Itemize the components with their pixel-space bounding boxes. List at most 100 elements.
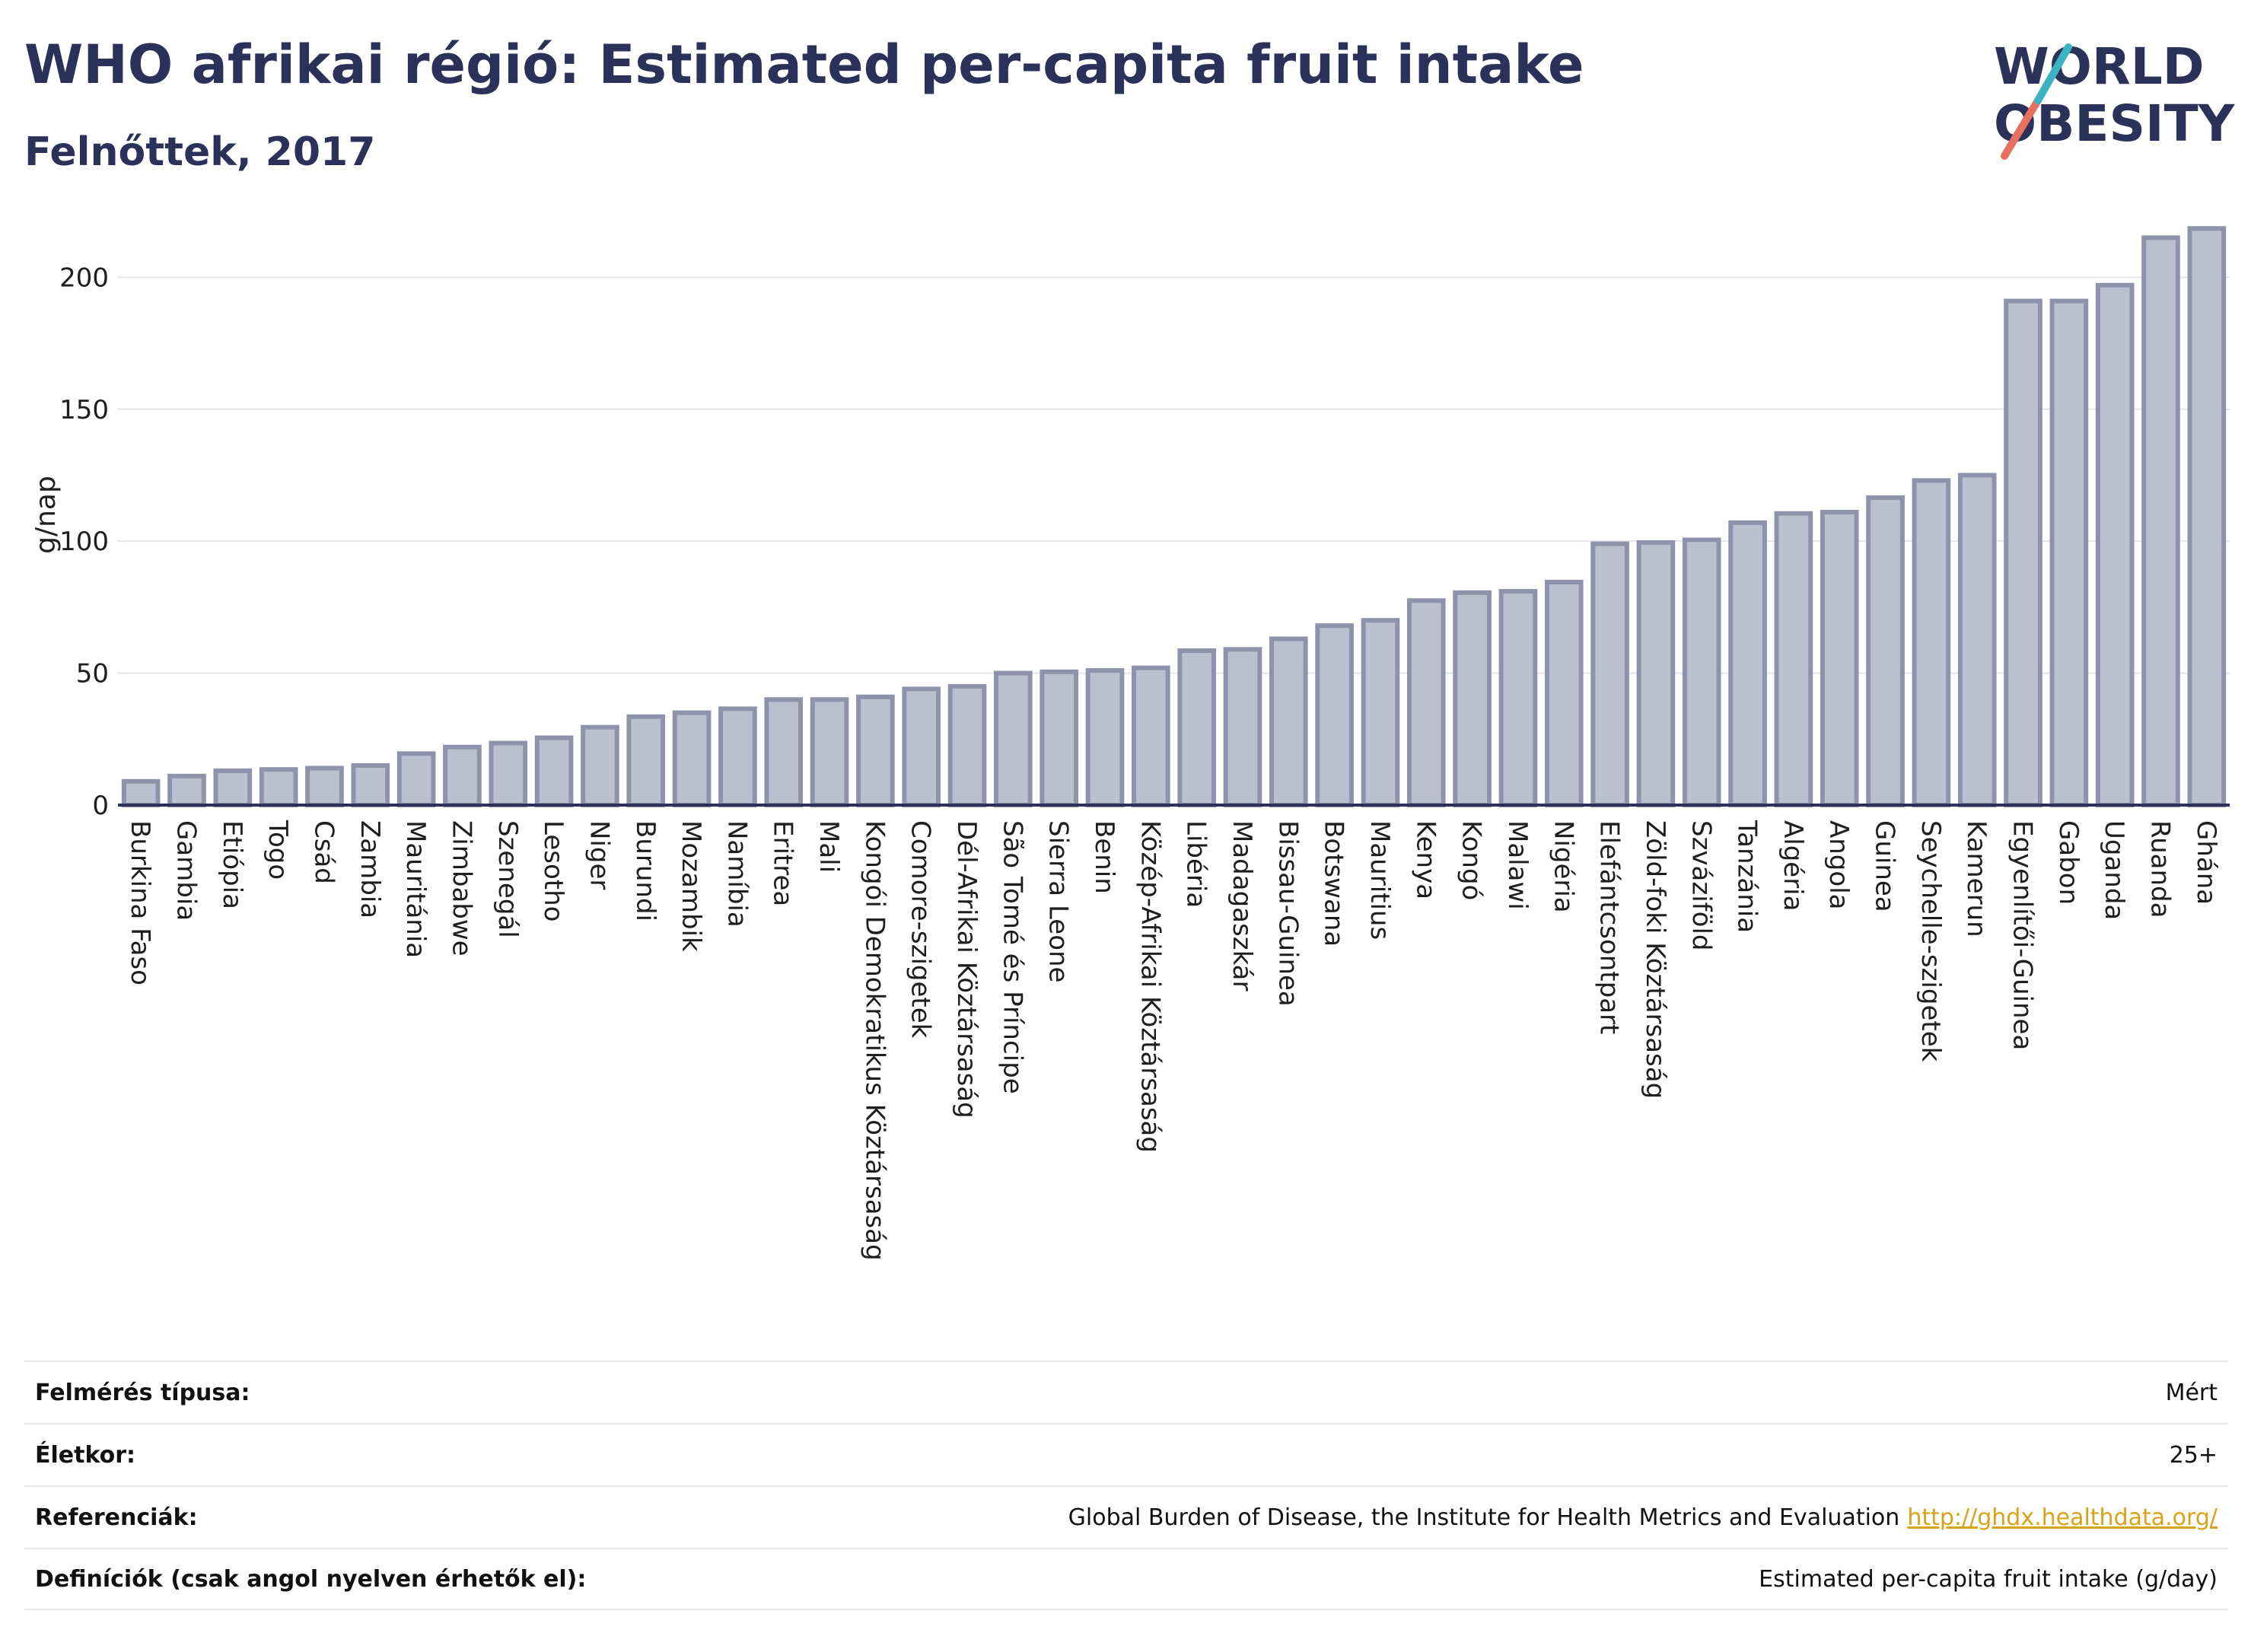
- meta-value: Global Burden of Disease, the Institute …: [1068, 1504, 2218, 1531]
- bar: [305, 766, 344, 807]
- bar: [1820, 510, 1859, 807]
- bar: [121, 778, 161, 808]
- x-tick-label: Angola: [1823, 820, 1854, 909]
- x-tick-label: Bissau-Guinea: [1272, 820, 1303, 1007]
- meta-label: Felmérés típusa:: [35, 1379, 250, 1406]
- bar: [443, 744, 482, 808]
- x-tick-label: Dél-Afrikai Köztársaság: [951, 820, 982, 1119]
- x-tick-label: Libéria: [1181, 820, 1211, 908]
- y-axis-ticks: 0 50 100 150 200: [59, 263, 109, 821]
- bar: [2049, 298, 2089, 807]
- bar: [1544, 579, 1584, 808]
- bar: [1040, 669, 1079, 807]
- y-axis-label: g/nap: [30, 476, 62, 554]
- x-tick-label: Seychelle-szigetek: [1915, 820, 1946, 1062]
- bar-chart: 0 50 100 150 200 g/nap Burkina Faso Gambia Eti…: [30, 226, 2230, 1261]
- bar: [856, 694, 895, 808]
- bar: [1774, 511, 1813, 807]
- bar: [1315, 623, 1354, 807]
- bar: [947, 683, 987, 807]
- reference-link[interactable]: http://ghdx.healthdata.org/: [1907, 1504, 2218, 1531]
- x-tick-label: Kongó: [1457, 820, 1487, 900]
- x-tick-label: Egyenlítői-Guinea: [2007, 820, 2038, 1050]
- x-tick-label: Algéria: [1778, 820, 1808, 911]
- x-tick-label: Burkina Faso: [125, 820, 155, 985]
- bar: [1361, 618, 1400, 808]
- bar: [1498, 589, 1538, 807]
- x-tick-label: Etiópia: [217, 820, 247, 909]
- bar: [1223, 647, 1262, 807]
- y-tick-label: 200: [59, 263, 109, 293]
- y-tick-label: 150: [59, 395, 109, 425]
- bar: [351, 762, 390, 808]
- bar: [1590, 541, 1629, 807]
- bar: [902, 686, 941, 808]
- bar: [259, 767, 298, 808]
- x-tick-label: Malawi: [1502, 820, 1533, 910]
- x-tick-label: Kenya: [1410, 820, 1441, 899]
- x-tick-label: Elefántcsontpart: [1594, 820, 1625, 1034]
- metadata-table: Felmérés típusa: Mért Életkor: 25+ Refer…: [24, 1361, 2228, 1610]
- logo-coral-slash: [2001, 97, 2042, 160]
- x-tick-label: Ghána: [2191, 820, 2221, 905]
- bar: [994, 670, 1033, 807]
- chart-title: WHO afrikai régió: Estimated per-capita …: [24, 33, 1584, 96]
- x-tick-label: Uganda: [2099, 820, 2129, 920]
- bar: [1085, 668, 1125, 808]
- x-tick-label: São Tomé és Príncipe: [997, 820, 1027, 1094]
- x-tick-label: Comore-szigetek: [906, 820, 936, 1039]
- y-tick-label: 100: [59, 527, 109, 557]
- bars: [121, 226, 2227, 808]
- bar: [2187, 226, 2227, 808]
- bar: [1406, 598, 1446, 807]
- x-tick-label: Kamerun: [1961, 820, 1992, 937]
- logo-line1: WORLD: [1994, 37, 2205, 96]
- x-tick-label: Madagaszkár: [1227, 820, 1257, 991]
- bar: [1132, 665, 1170, 807]
- x-tick-label: Csád: [308, 820, 339, 884]
- bar: [626, 714, 666, 808]
- bar: [2095, 282, 2135, 807]
- x-tick-label: Lesotho: [538, 820, 568, 921]
- meta-value: 25+: [2169, 1441, 2218, 1469]
- bar: [764, 697, 804, 807]
- y-tick-label: 50: [76, 659, 109, 689]
- bar: [581, 724, 619, 808]
- x-tick-label: Gabon: [2053, 820, 2084, 905]
- x-tick-label: Burundi: [630, 820, 661, 921]
- x-tick-label: Zimbabwe: [446, 820, 476, 957]
- bar: [672, 710, 712, 808]
- x-tick-label: Mozambik: [676, 820, 706, 952]
- meta-row-survey-type: Felmérés típusa: Mért: [24, 1361, 2228, 1423]
- x-tick-label: Mauritánia: [400, 820, 431, 958]
- world-obesity-logo: WORLD OBESITY: [1994, 37, 2236, 160]
- x-tick-label: Niger: [584, 820, 614, 890]
- reference-text: Global Burden of Disease, the Institute …: [1068, 1504, 1900, 1531]
- x-tick-label: Guinea: [1870, 820, 1900, 912]
- x-tick-label: Tanzánia: [1732, 820, 1762, 933]
- x-tick-label: Benin: [1089, 820, 1119, 894]
- bar: [1957, 473, 1997, 807]
- bar: [1269, 636, 1308, 807]
- x-tick-label: Botswana: [1319, 820, 1349, 947]
- bar: [213, 768, 253, 807]
- bar: [1636, 540, 1676, 807]
- bar: [1682, 537, 1721, 807]
- x-tick-label: Nigéria: [1548, 820, 1578, 913]
- x-tick-label: Togo: [263, 820, 293, 880]
- meta-row-definitions: Definíciók (csak angol nyelven érhetők e…: [24, 1548, 2228, 1610]
- x-tick-label: Szenegál: [492, 820, 523, 938]
- logo-teal-slash: [2034, 43, 2072, 104]
- x-tick-label: Sierra Leone: [1043, 820, 1074, 982]
- bar: [167, 773, 206, 807]
- meta-row-references: Referenciák: Global Burden of Disease, t…: [24, 1485, 2228, 1548]
- x-tick-label: Gambia: [170, 820, 201, 921]
- bar: [1177, 648, 1216, 808]
- x-tick-label: Közép-Afrikai Köztársaság: [1135, 820, 1165, 1153]
- meta-label: Életkor:: [35, 1441, 136, 1469]
- x-tick-label: Ruanda: [2145, 820, 2176, 918]
- x-axis-ticks: Burkina Faso Gambia Etiópia Togo Csád Zambia M…: [125, 820, 2221, 1261]
- x-tick-label: Mali: [813, 820, 844, 873]
- bar: [534, 735, 574, 807]
- x-tick-label: Zambia: [355, 820, 385, 918]
